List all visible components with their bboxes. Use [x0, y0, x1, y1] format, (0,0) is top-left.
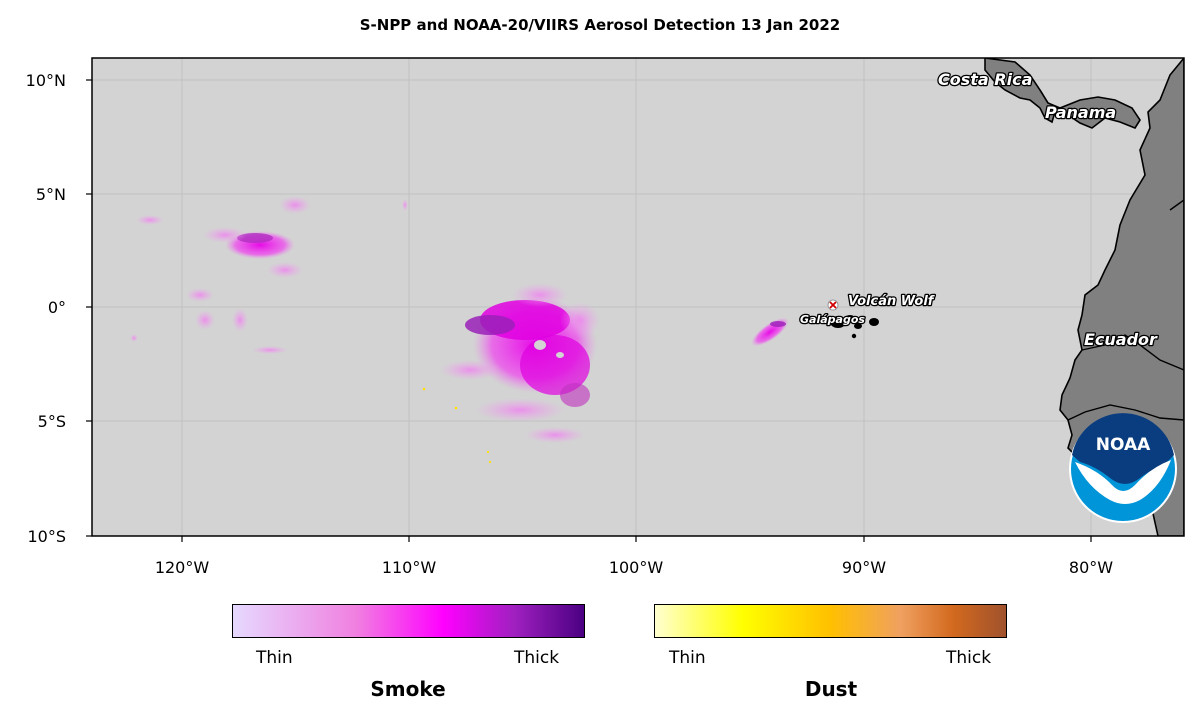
dust-legend-title: Dust	[804, 677, 858, 701]
ocean-area	[92, 58, 1184, 536]
central-america-land	[984, 58, 1141, 129]
dust-colorbar	[654, 604, 1007, 638]
smoke-plume-central	[440, 283, 600, 443]
lon-label-90w: 90°W	[842, 558, 886, 577]
smoke-thin-label: Thin	[256, 648, 293, 668]
lat-label-5n: 5°N	[36, 185, 66, 204]
galapagos-islands	[830, 315, 879, 339]
volcano-marker	[827, 299, 839, 311]
smoke-plume-west	[130, 196, 408, 354]
smoke-plume-east	[751, 317, 789, 347]
label-ecuador: Ecuador	[1084, 330, 1158, 349]
smoke-colorbar	[232, 604, 585, 638]
noaa-logo: NOAA	[1069, 413, 1177, 523]
dust-specks	[422, 387, 492, 464]
lat-label-10s: 10°S	[27, 527, 66, 546]
lon-label-100w: 100°W	[609, 558, 664, 577]
map-title: S-NPP and NOAA-20/VIIRS Aerosol Detectio…	[359, 16, 841, 34]
lat-label-5s: 5°S	[38, 412, 66, 431]
dust-thick-label: Thick	[946, 648, 992, 668]
lat-label-10n: 10°N	[26, 71, 66, 90]
label-costa-rica: Costa Rica	[938, 70, 1032, 89]
noaa-logo-text: NOAA	[1096, 435, 1151, 455]
label-volcano: Volcán Wolf	[848, 294, 936, 309]
dust-thin-label: Thin	[669, 648, 706, 668]
label-galapagos: Galápagos	[800, 313, 865, 326]
label-panama: Panama	[1045, 103, 1116, 122]
lon-label-110w: 110°W	[382, 558, 437, 577]
smoke-legend-title: Smoke	[370, 677, 446, 701]
country-borders	[1039, 89, 1184, 421]
smoke-thick-label: Thick	[514, 648, 560, 668]
axis-ticks	[86, 79, 1092, 542]
map-border	[91, 57, 1185, 537]
lon-label-80w: 80°W	[1069, 558, 1113, 577]
lon-label-120w: 120°W	[155, 558, 210, 577]
lat-label-0: 0°	[48, 298, 66, 317]
